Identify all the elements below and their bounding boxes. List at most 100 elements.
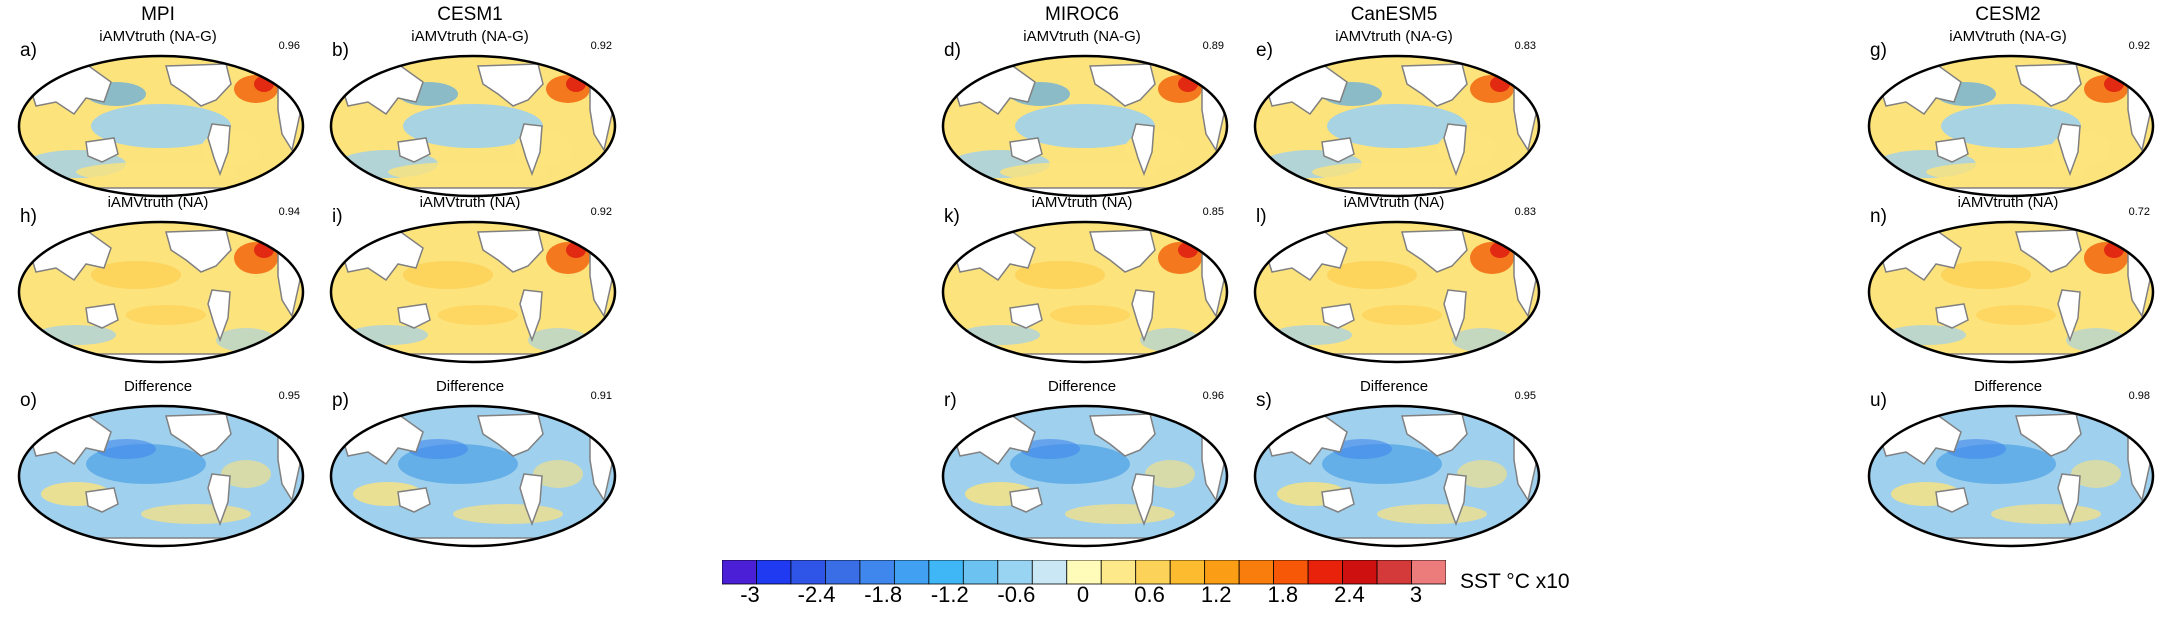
colorbar-tick-label: -0.6 — [997, 582, 1036, 607]
panel-letter: g) — [1870, 40, 1887, 61]
pattern-correlation: 0.83 — [1514, 206, 1536, 218]
panel-letter: i) — [332, 206, 343, 227]
colorbar-swatch — [1238, 559, 1275, 585]
map-panel: iAMVtruth (NA-G) a) 0.96 — [8, 28, 308, 210]
colorbar-swatch — [1031, 559, 1068, 585]
map-panel: iAMVtruth (NA-G) b) 0.92 — [320, 28, 620, 210]
panel-title: iAMVtruth (NA) — [1957, 194, 2059, 211]
map-panel: Difference s) 0.95 — [1244, 378, 1544, 560]
sst-map — [329, 220, 617, 364]
panel-title: iAMVtruth (NA-G) — [99, 28, 217, 45]
colorbar-tick-label: 3 — [1409, 582, 1423, 607]
map-panel: iAMVtruth (NA) l) 0.83 — [1244, 194, 1544, 376]
sst-map — [329, 54, 617, 198]
colorbar-tick-label: -2.4 — [797, 582, 836, 607]
panel-title: Difference — [123, 378, 193, 395]
colorbar-tick-label: 1.8 — [1267, 582, 1299, 607]
colorbar-tick-label: -3 — [740, 582, 760, 607]
sst-map — [1253, 404, 1541, 548]
colorbar-swatch — [997, 559, 1033, 585]
model-title: MPI — [141, 4, 175, 25]
colorbar-swatch — [1204, 559, 1240, 585]
pattern-correlation: 0.85 — [1202, 206, 1224, 218]
colorbar-swatch — [1135, 559, 1171, 585]
colorbar-unit: SST °C x10 — [1460, 570, 1570, 593]
colorbar-swatch — [721, 559, 757, 585]
panel-letter: d) — [944, 40, 961, 61]
panel-letter: n) — [1870, 206, 1887, 227]
pattern-correlation: 0.91 — [590, 390, 612, 402]
colorbar-swatch — [1169, 559, 1206, 585]
pattern-correlation: 0.96 — [278, 40, 300, 52]
panel-letter: s) — [1256, 390, 1272, 411]
colorbar-tick-label: 0 — [1076, 582, 1090, 607]
sst-map — [17, 404, 305, 548]
panel-letter: u) — [1870, 390, 1887, 411]
colorbar-tick-label: -1.8 — [864, 582, 903, 607]
model-title: CanESM5 — [1350, 4, 1438, 25]
panel-title: Difference — [1047, 378, 1117, 395]
pattern-correlation: 0.83 — [1514, 40, 1536, 52]
model-title: MIROC6 — [1045, 4, 1119, 25]
colorbar-swatch — [962, 559, 999, 585]
colorbar-swatch — [1307, 559, 1343, 585]
map-panel: Difference r) 0.96 — [932, 378, 1232, 560]
sst-map — [1253, 54, 1541, 198]
sst-map — [941, 54, 1229, 198]
model-title: CESM2 — [1975, 4, 2041, 25]
panel-letter: a) — [20, 40, 37, 61]
panel-title: iAMVtruth (NA-G) — [1949, 28, 2067, 45]
panel-title: iAMVtruth (NA-G) — [411, 28, 529, 45]
pattern-correlation: 0.94 — [278, 206, 300, 218]
panel-title: Difference — [1359, 378, 1429, 395]
sst-map — [1867, 54, 2155, 198]
map-panel: Difference o) 0.95 — [8, 378, 308, 560]
colorbar-swatch — [825, 559, 861, 585]
sst-map — [941, 220, 1229, 364]
colorbar-swatch — [1376, 559, 1412, 585]
map-panel: iAMVtruth (NA) k) 0.85 — [932, 194, 1232, 376]
panel-title: iAMVtruth (NA) — [419, 194, 521, 211]
panel-letter: k) — [944, 206, 960, 227]
panel-title: iAMVtruth (NA) — [107, 194, 209, 211]
panel-letter: e) — [1256, 40, 1273, 61]
pattern-correlation: 0.92 — [590, 40, 612, 52]
sst-map — [1867, 404, 2155, 548]
panel-title: iAMVtruth (NA-G) — [1023, 28, 1141, 45]
sst-map — [1253, 220, 1541, 364]
pattern-correlation: 0.92 — [590, 206, 612, 218]
colorbar-swatch — [1411, 559, 1447, 585]
colorbar-swatch — [1100, 559, 1137, 585]
sst-map — [941, 404, 1229, 548]
map-panel: iAMVtruth (NA) n) 0.72 — [1858, 194, 2158, 376]
map-panel: iAMVtruth (NA-G) e) 0.83 — [1244, 28, 1544, 210]
panel-title: iAMVtruth (NA) — [1343, 194, 1445, 211]
map-panel: Difference u) 0.98 — [1858, 378, 2158, 560]
panel-letter: p) — [332, 390, 349, 411]
map-panel: iAMVtruth (NA-G) g) 0.92 — [1858, 28, 2158, 210]
panel-letter: b) — [332, 40, 349, 61]
colorbar-swatch — [893, 559, 930, 585]
pattern-correlation: 0.96 — [1202, 390, 1224, 402]
colorbar-tick-label: 1.2 — [1200, 582, 1232, 607]
colorbar-tick-label: 2.4 — [1334, 582, 1365, 607]
map-panel: iAMVtruth (NA) h) 0.94 — [8, 194, 308, 376]
pattern-correlation: 0.98 — [2128, 390, 2150, 402]
model-title: CESM1 — [437, 4, 503, 25]
colorbar-tick-label: 0.6 — [1134, 582, 1165, 607]
colorbar-swatch — [756, 559, 792, 585]
colorbar-swatch — [1273, 559, 1309, 585]
sst-map — [329, 404, 617, 548]
colorbar-tick-label: -1.2 — [930, 582, 969, 607]
map-panel: Difference p) 0.91 — [320, 378, 620, 560]
colorbar — [721, 559, 1447, 586]
map-panel: iAMVtruth (NA-G) d) 0.89 — [932, 28, 1232, 210]
panel-title: Difference — [435, 378, 505, 395]
panel-letter: l) — [1256, 206, 1267, 227]
pattern-correlation: 0.95 — [1514, 390, 1536, 402]
pattern-correlation: 0.92 — [2128, 40, 2150, 52]
sst-map — [17, 220, 305, 364]
colorbar-swatch — [1342, 559, 1378, 585]
panel-title: Difference — [1973, 378, 2043, 395]
sst-map — [1867, 220, 2155, 364]
